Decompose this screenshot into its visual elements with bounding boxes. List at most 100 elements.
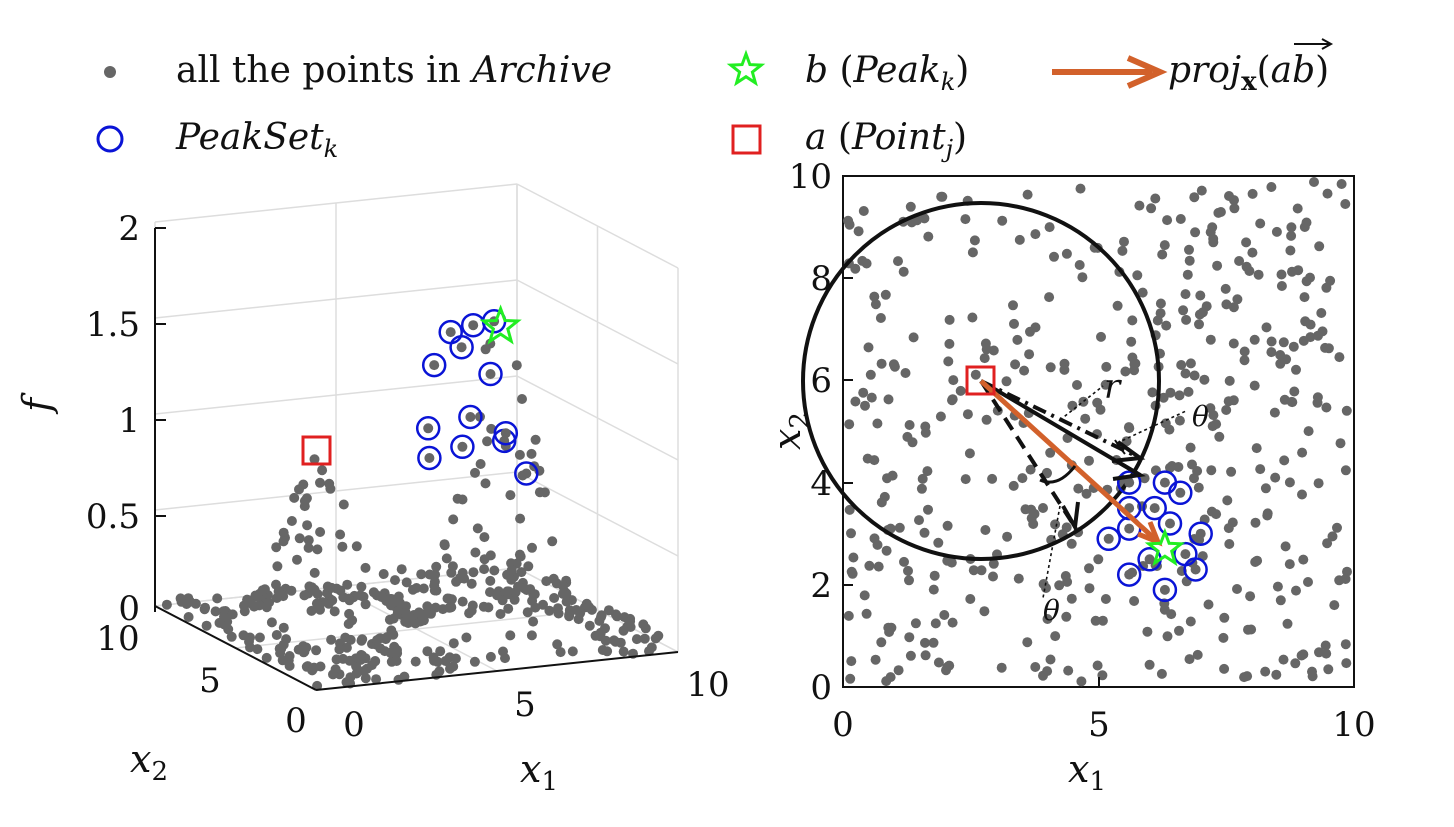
archive-point xyxy=(883,394,894,405)
archive-point xyxy=(859,590,870,601)
archive-point xyxy=(861,258,872,269)
archive-point xyxy=(324,478,335,489)
archive-point xyxy=(557,588,568,599)
archive-point xyxy=(500,428,511,439)
archive-point xyxy=(466,578,477,589)
archive-point xyxy=(468,320,479,331)
archive-point xyxy=(893,665,904,676)
archive-point xyxy=(526,630,537,641)
archive-point xyxy=(1121,436,1132,447)
annotation-theta-lower: θ xyxy=(1043,594,1060,627)
archive-point xyxy=(1218,632,1229,643)
peak-k-marker xyxy=(1144,527,1186,567)
archive-point xyxy=(1184,654,1195,665)
archive-point xyxy=(1013,573,1024,584)
annotation-r: r xyxy=(1104,367,1122,407)
archive-point xyxy=(618,646,629,657)
archive-point xyxy=(1084,563,1094,574)
archive-point xyxy=(1127,315,1138,326)
archive-point xyxy=(431,561,442,572)
archive-point xyxy=(1323,664,1334,675)
x2d-tick-5: 5 xyxy=(1088,705,1110,745)
z-tick-0.5: 0.5 xyxy=(86,497,140,537)
archive-point xyxy=(299,496,310,506)
archive-point xyxy=(904,575,914,586)
archive-point xyxy=(326,582,337,593)
archive-point xyxy=(1066,538,1077,549)
archive-point xyxy=(965,594,976,604)
y-ticks: 10 5 0 xyxy=(96,619,306,741)
archive-point xyxy=(1096,331,1106,342)
x2d-tick-10: 10 xyxy=(1332,705,1375,745)
archive-point xyxy=(335,529,346,540)
archive-point xyxy=(988,558,999,569)
archive-point xyxy=(489,565,500,576)
archive-point xyxy=(385,594,396,604)
archive-point xyxy=(910,618,921,629)
archive-point xyxy=(1214,431,1225,442)
archive-point xyxy=(526,448,537,459)
archive-point xyxy=(1286,396,1297,407)
archive-point xyxy=(600,635,611,646)
archive-point xyxy=(284,660,295,671)
archive-point xyxy=(1158,392,1169,403)
peakset-marker xyxy=(458,404,483,430)
archive-point xyxy=(1213,207,1224,218)
archive-point xyxy=(1224,375,1235,386)
archive-point xyxy=(1291,364,1301,375)
archive-point xyxy=(238,630,249,641)
archive-point xyxy=(944,314,955,325)
archive-point xyxy=(1255,464,1266,475)
archive-point xyxy=(544,605,555,616)
archive-point xyxy=(860,400,870,411)
archive-point xyxy=(988,345,999,356)
archive-point xyxy=(437,604,448,615)
archive-point xyxy=(1271,226,1282,237)
archive-point xyxy=(1249,380,1260,391)
archive-point xyxy=(1019,365,1030,376)
archive-point xyxy=(1313,478,1324,489)
grid-line xyxy=(154,183,518,223)
archive-point xyxy=(1228,395,1239,406)
archive-point xyxy=(1093,554,1104,565)
archive-point xyxy=(521,468,532,479)
archive-point xyxy=(1072,380,1082,390)
archive-point xyxy=(1336,179,1347,189)
y2d-tick-6: 6 xyxy=(810,361,832,401)
archive-point xyxy=(378,569,389,579)
archive-point xyxy=(1284,559,1295,570)
projection-vector xyxy=(979,379,1158,542)
archive-point xyxy=(1081,488,1092,499)
archive-point xyxy=(1164,424,1175,435)
archive-point xyxy=(447,561,458,572)
archive-point xyxy=(1044,222,1055,233)
archive-point xyxy=(1260,483,1271,494)
archive-point xyxy=(1228,338,1239,349)
archive-point xyxy=(1189,192,1200,203)
archive-point xyxy=(327,595,338,606)
archive-point xyxy=(905,650,916,661)
archive-point xyxy=(470,467,480,478)
archive-point xyxy=(1276,269,1287,280)
archive-point xyxy=(1208,233,1219,244)
archive-point xyxy=(1159,584,1170,595)
archive-point xyxy=(1038,670,1048,681)
grid-line xyxy=(154,471,518,511)
archive-point xyxy=(1008,480,1019,491)
archive-point xyxy=(1234,256,1245,266)
archive-point xyxy=(1289,386,1300,397)
archive-point xyxy=(1146,203,1157,214)
archive-point xyxy=(1054,580,1065,591)
archive-point xyxy=(422,646,433,657)
archive-point xyxy=(183,612,194,622)
archive-point xyxy=(338,653,348,664)
archive-point xyxy=(573,614,584,625)
archive-point xyxy=(219,611,229,622)
archive-point xyxy=(933,657,944,668)
archive-point xyxy=(1059,364,1070,375)
archive-point xyxy=(516,567,527,578)
archive-point xyxy=(1142,626,1153,637)
archive-point xyxy=(1185,442,1196,453)
archive-point xyxy=(1224,191,1234,201)
archive-point xyxy=(1190,227,1201,238)
